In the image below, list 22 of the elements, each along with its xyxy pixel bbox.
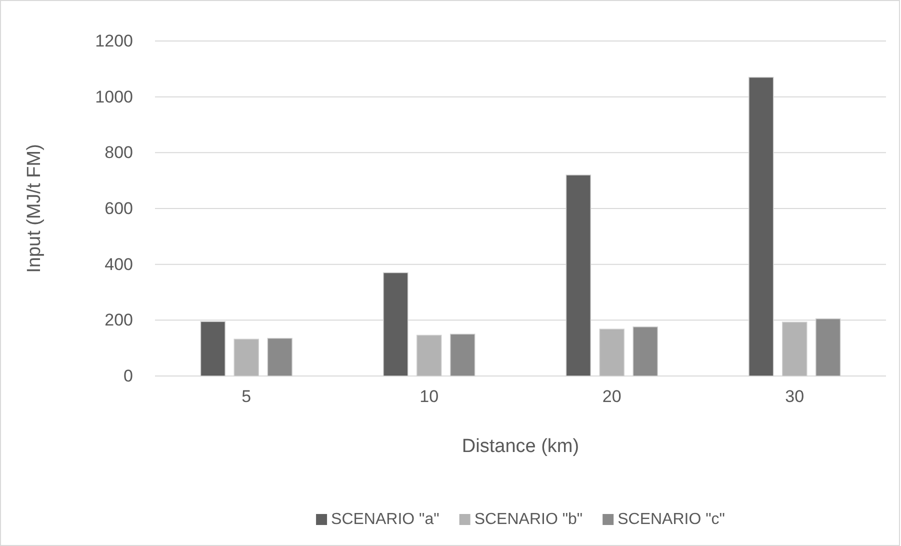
x-tick-label: 30 [785,387,804,406]
legend-label: SCENARIO "c" [618,511,725,528]
x-tick-label: 5 [242,387,252,406]
legend-label: SCENARIO "a" [331,511,440,528]
y-tick-label: 600 [104,198,133,218]
y-tick-label: 800 [104,143,133,162]
bar [267,338,292,376]
x-tick-label: 10 [420,387,439,406]
y-tick-label: 1200 [95,31,133,50]
y-tick-label: 0 [124,366,133,386]
y-axis-title: Input (MJ/t FM) [24,144,45,273]
bar [450,334,476,376]
x-tick-label: 20 [602,387,622,406]
y-tick-label: 1000 [95,87,133,106]
bar [599,328,624,376]
bar [632,326,658,376]
x-axis-title: Distance (km) [462,436,580,457]
y-tick-label: 400 [104,254,133,274]
bar [234,338,259,376]
legend-label: SCENARIO "b" [474,511,583,528]
bar [416,334,442,376]
y-tick-label: 200 [104,310,133,330]
